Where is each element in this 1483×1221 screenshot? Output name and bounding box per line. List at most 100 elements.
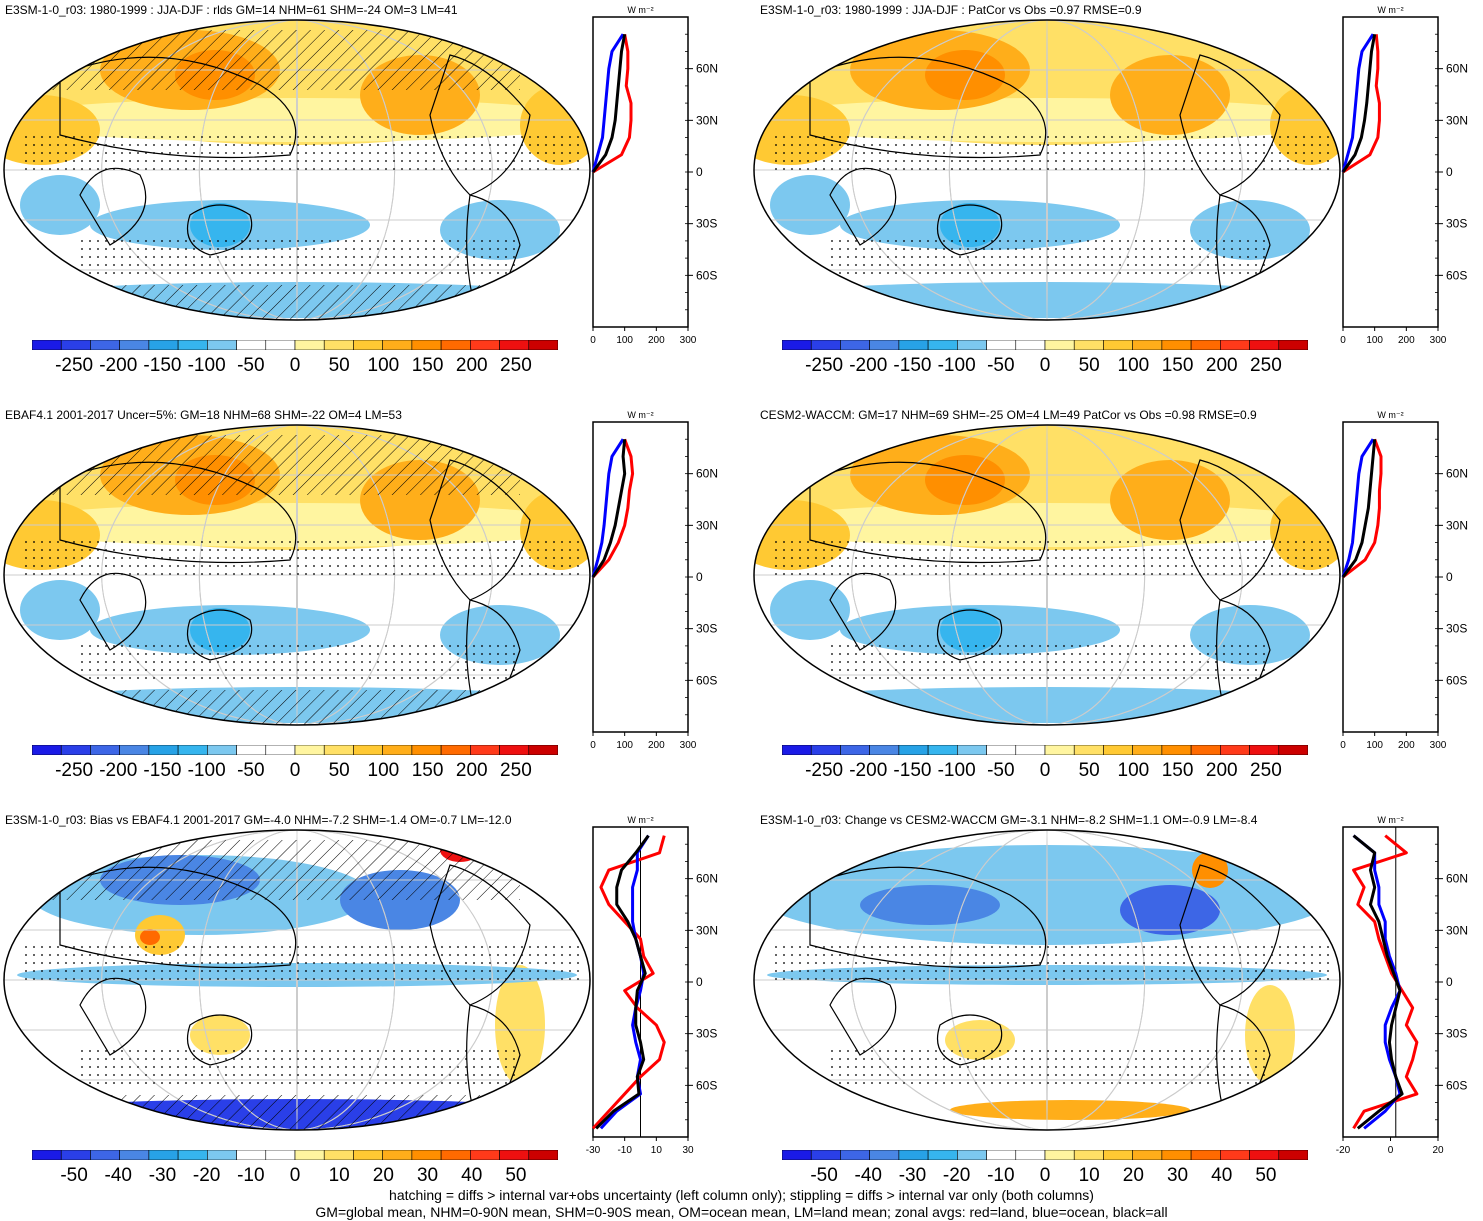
footer-line-1: hatching = diffs > internal var+obs unce…: [389, 1187, 1094, 1203]
lat-tick-label: 0: [696, 975, 703, 989]
stippling: [830, 640, 1270, 680]
units-label: W m⁻²: [1377, 5, 1403, 15]
colorbar-tick-label: -150: [143, 355, 182, 376]
colorbar-swatch: [294, 1150, 325, 1160]
colorbar-swatch: [840, 745, 870, 755]
colorbar-tick-label: 200: [1205, 760, 1238, 781]
colorbar-tick-label: -150: [893, 760, 932, 781]
colorbar-swatch: [957, 1150, 987, 1160]
colorbar-tick-label: 0: [1039, 1165, 1051, 1186]
zonal-x-tick-label: 100: [616, 335, 633, 346]
field-region: [950, 1100, 1190, 1120]
colorbar-swatch: [1278, 1150, 1308, 1160]
colorbar-tick-label: 250: [500, 355, 532, 376]
colorbar-swatch: [810, 1150, 841, 1160]
colorbar-tick-label: 250: [1250, 760, 1282, 781]
colorbar-swatch: [32, 340, 62, 350]
coastline: [59, 866, 297, 969]
colorbar-swatch: [119, 340, 150, 350]
zonal-x-tick-label: 30: [682, 1145, 694, 1156]
panel-title: EBAF4.1 2001-2017 Uncer=5%: GM=18 NHM=68…: [5, 408, 402, 422]
lat-tick-label: 30N: [696, 518, 718, 532]
colorbar: [782, 340, 1308, 350]
colorbar-tick-label: -40: [854, 1165, 882, 1186]
colorbar-tick-label: -50: [987, 355, 1015, 376]
colorbar-tick-label: -50: [237, 760, 265, 781]
colorbar-swatch: [869, 745, 900, 755]
map-border: [753, 829, 1341, 1131]
colorbar-tick-label: -40: [104, 1165, 132, 1186]
colorbar-tick-label: 0: [289, 1165, 301, 1186]
colorbar-tick-label: 40: [1211, 1165, 1233, 1186]
coastline: [936, 204, 1003, 256]
colorbar-tick-label: -100: [187, 355, 226, 376]
colorbar-swatch: [32, 745, 62, 755]
lat-tick-label: 30S: [696, 622, 717, 636]
colorbar-swatch: [810, 340, 841, 350]
colorbar-swatch: [810, 745, 841, 755]
zonal-x-tick-label: 100: [616, 740, 633, 751]
lat-tick-label: 60N: [696, 467, 718, 481]
coastline: [809, 461, 1047, 564]
zonal-x-tick-label: 0: [590, 335, 596, 346]
zonal-x-tick-label: 200: [1398, 335, 1415, 346]
field-region: [1192, 852, 1228, 888]
coastline: [186, 1014, 253, 1066]
lat-tick-label: 30S: [1446, 1027, 1467, 1041]
colorbar-swatch: [90, 1150, 120, 1160]
lat-tick-label: 60S: [696, 268, 717, 282]
coastline: [809, 866, 1047, 969]
coastline: [186, 609, 253, 661]
colorbar-swatch: [1190, 340, 1221, 350]
colorbar-swatch: [499, 745, 530, 755]
colorbar-swatch: [177, 745, 208, 755]
zonal-line-all: [591, 33, 627, 173]
units-label: W m⁻²: [627, 815, 653, 825]
stippling: [20, 540, 580, 580]
colorbar-tick-label: -50: [237, 355, 265, 376]
colorbar-tick-label: 200: [455, 355, 488, 376]
coastline: [829, 167, 897, 246]
map-border: [3, 829, 591, 1131]
lat-tick-label: 60N: [1446, 872, 1468, 886]
zonal-line-land: [1342, 34, 1381, 174]
zonal-mean-plot: W m⁻² 60N 30N 0 30S 60S 0 100 200 300: [1340, 5, 1468, 346]
colorbar-swatch: [1132, 340, 1163, 350]
map-plot: [753, 19, 1341, 321]
panel-1: E3SM-1-0_r03: 1980-1999 : JJA-DJF : rlds…: [0, 0, 740, 400]
coastline: [186, 204, 253, 256]
zonal-x-tick-label: 0: [1388, 1145, 1394, 1156]
panel-2: E3SM-1-0_r03: 1980-1999 : JJA-DJF : PatC…: [750, 0, 1483, 400]
colorbar-swatch: [1015, 340, 1046, 350]
field-region: [754, 282, 1340, 318]
coastline: [79, 167, 147, 246]
colorbar-swatch: [927, 340, 958, 350]
colorbar: [32, 1150, 558, 1160]
field-region: [1110, 55, 1230, 135]
field-region: [754, 687, 1340, 723]
field-region: [1110, 460, 1230, 540]
colorbar-tick-label: 10: [1078, 1165, 1100, 1186]
panel-6: E3SM-1-0_r03: Change vs CESM2-WACCM GM=-…: [750, 810, 1483, 1210]
colorbar-swatch: [840, 340, 870, 350]
colorbar-tick-label: -250: [805, 355, 844, 376]
colorbar-swatch: [353, 745, 383, 755]
colorbar-swatch: [1044, 745, 1075, 755]
colorbar-swatch: [1278, 745, 1308, 755]
zonal-x-tick-label: 300: [680, 335, 697, 346]
colorbar-swatch: [440, 1150, 471, 1160]
coastline: [936, 609, 1003, 661]
panel-4: CESM2-WACCM: GM=17 NHM=69 SHM=-25 OM=4 L…: [750, 405, 1483, 805]
colorbar-tick-label: 30: [1166, 1165, 1189, 1186]
colorbar-swatch: [382, 340, 413, 350]
colorbar-swatch: [957, 745, 987, 755]
colorbar-swatch: [32, 1150, 62, 1160]
colorbar-tick-label: 100: [1117, 760, 1150, 781]
colorbar-tick-label: -250: [55, 760, 94, 781]
colorbar-swatch: [782, 340, 812, 350]
colorbar-tick-label: 50: [328, 760, 350, 781]
coastline: [829, 572, 897, 651]
coastline: [936, 1014, 1003, 1066]
lat-tick-label: 0: [1446, 975, 1453, 989]
zonal-x-tick-label: 300: [1430, 335, 1447, 346]
